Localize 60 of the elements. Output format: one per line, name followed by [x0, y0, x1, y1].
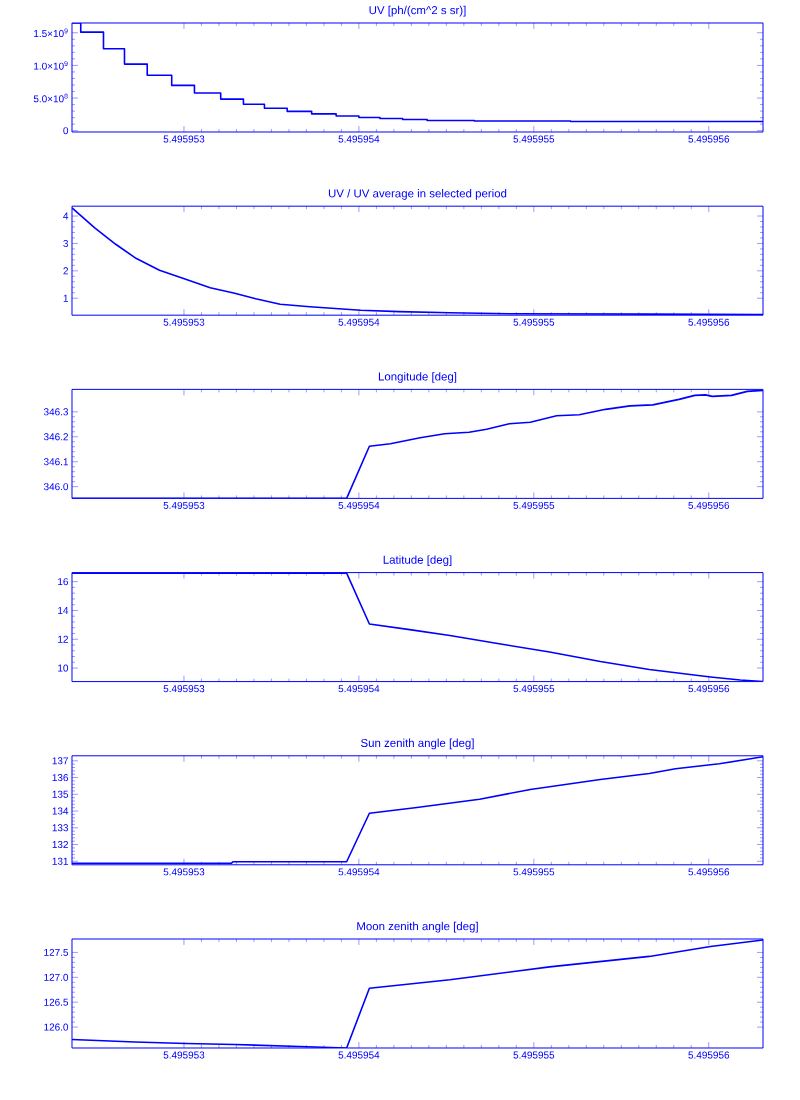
y-tick-label: 126.0: [44, 1023, 69, 1031]
chart-title: UV / UV average in selected period: [328, 189, 507, 200]
y-tick-label: 346.2: [43, 433, 68, 441]
x-tick-label: 5.495955: [513, 501, 555, 509]
x-tick-label: 5.495956: [688, 1051, 730, 1059]
y-tick-label: 346.1: [43, 458, 68, 466]
y-tick-label: 126.5: [44, 998, 69, 1006]
y-tick-label: 346.0: [43, 483, 69, 491]
x-tick-label: 5.495953: [163, 135, 205, 143]
y-tick-label: 136: [52, 774, 69, 782]
y-tick-label: 4: [63, 212, 69, 220]
x-tick-label: 5.495955: [513, 1051, 555, 1059]
y-tick-label: 127.5: [44, 948, 69, 956]
x-tick-label: 5.495955: [513, 318, 555, 326]
y-tick-label: 14: [58, 607, 69, 614]
x-tick-label: 5.495955: [513, 685, 555, 693]
x-tick-label: 5.495956: [688, 685, 730, 693]
y-tick-label: 135: [52, 790, 69, 798]
y-tick-label: 3: [63, 239, 69, 247]
x-tick-label: 5.495954: [338, 868, 380, 876]
y-tick-label: 346.3: [43, 408, 69, 416]
x-tick-label: 5.495954: [338, 1051, 380, 1059]
x-tick-label: 5.495954: [338, 501, 380, 509]
y-tick-label: 16: [58, 578, 69, 586]
line-series: [72, 207, 763, 316]
y-tick-label: 131: [52, 857, 68, 865]
x-tick-label: 5.495955: [513, 868, 555, 876]
x-tick-label: 5.495955: [513, 135, 555, 143]
y-tick-label: 137: [52, 757, 68, 765]
x-tick-label: 5.495953: [163, 1051, 205, 1059]
y-tick-label: 1: [63, 294, 68, 302]
chart-title: Longitude [deg]: [378, 372, 457, 383]
chart-title: Moon zenith angle [deg]: [357, 921, 478, 933]
y-tick-label: 133: [52, 824, 69, 832]
x-tick-label: 5.495956: [688, 318, 730, 326]
y-tick-label: 132: [52, 841, 68, 849]
y-tick-label: 127.0: [44, 973, 69, 981]
y-tick-label: 0: [63, 127, 69, 135]
y-tick-label: 12: [58, 635, 68, 643]
y-tick-label: 2: [63, 267, 68, 275]
chart-title: UV [ph/(cm^2 s sr)]: [369, 5, 466, 17]
line-series: [72, 572, 763, 682]
x-tick-label: 5.495954: [338, 685, 380, 693]
y-tick-label: 134: [52, 807, 69, 815]
x-tick-label: 5.495953: [163, 501, 205, 509]
line-series: [72, 939, 763, 1048]
x-tick-label: 5.495956: [688, 868, 730, 876]
y-tick-label: 1.5×10$^{9}$: [34, 28, 68, 38]
x-tick-label: 5.495956: [688, 501, 730, 509]
y-tick-label: 5.0×10$^{8}$: [33, 93, 68, 103]
chart-title: Latitude [deg]: [383, 555, 452, 567]
y-tick-label: 10: [58, 664, 69, 672]
x-tick-label: 5.495953: [163, 868, 205, 876]
y-tick-label: 1.0×10$^{9}$: [34, 61, 68, 70]
x-tick-label: 5.495954: [338, 135, 380, 143]
x-tick-label: 5.495956: [688, 135, 730, 143]
x-tick-label: 5.495953: [163, 685, 205, 693]
chart-title: Sun zenith angle [deg]: [361, 738, 474, 750]
x-tick-label: 5.495954: [338, 318, 380, 326]
x-tick-label: 5.495953: [163, 318, 205, 326]
